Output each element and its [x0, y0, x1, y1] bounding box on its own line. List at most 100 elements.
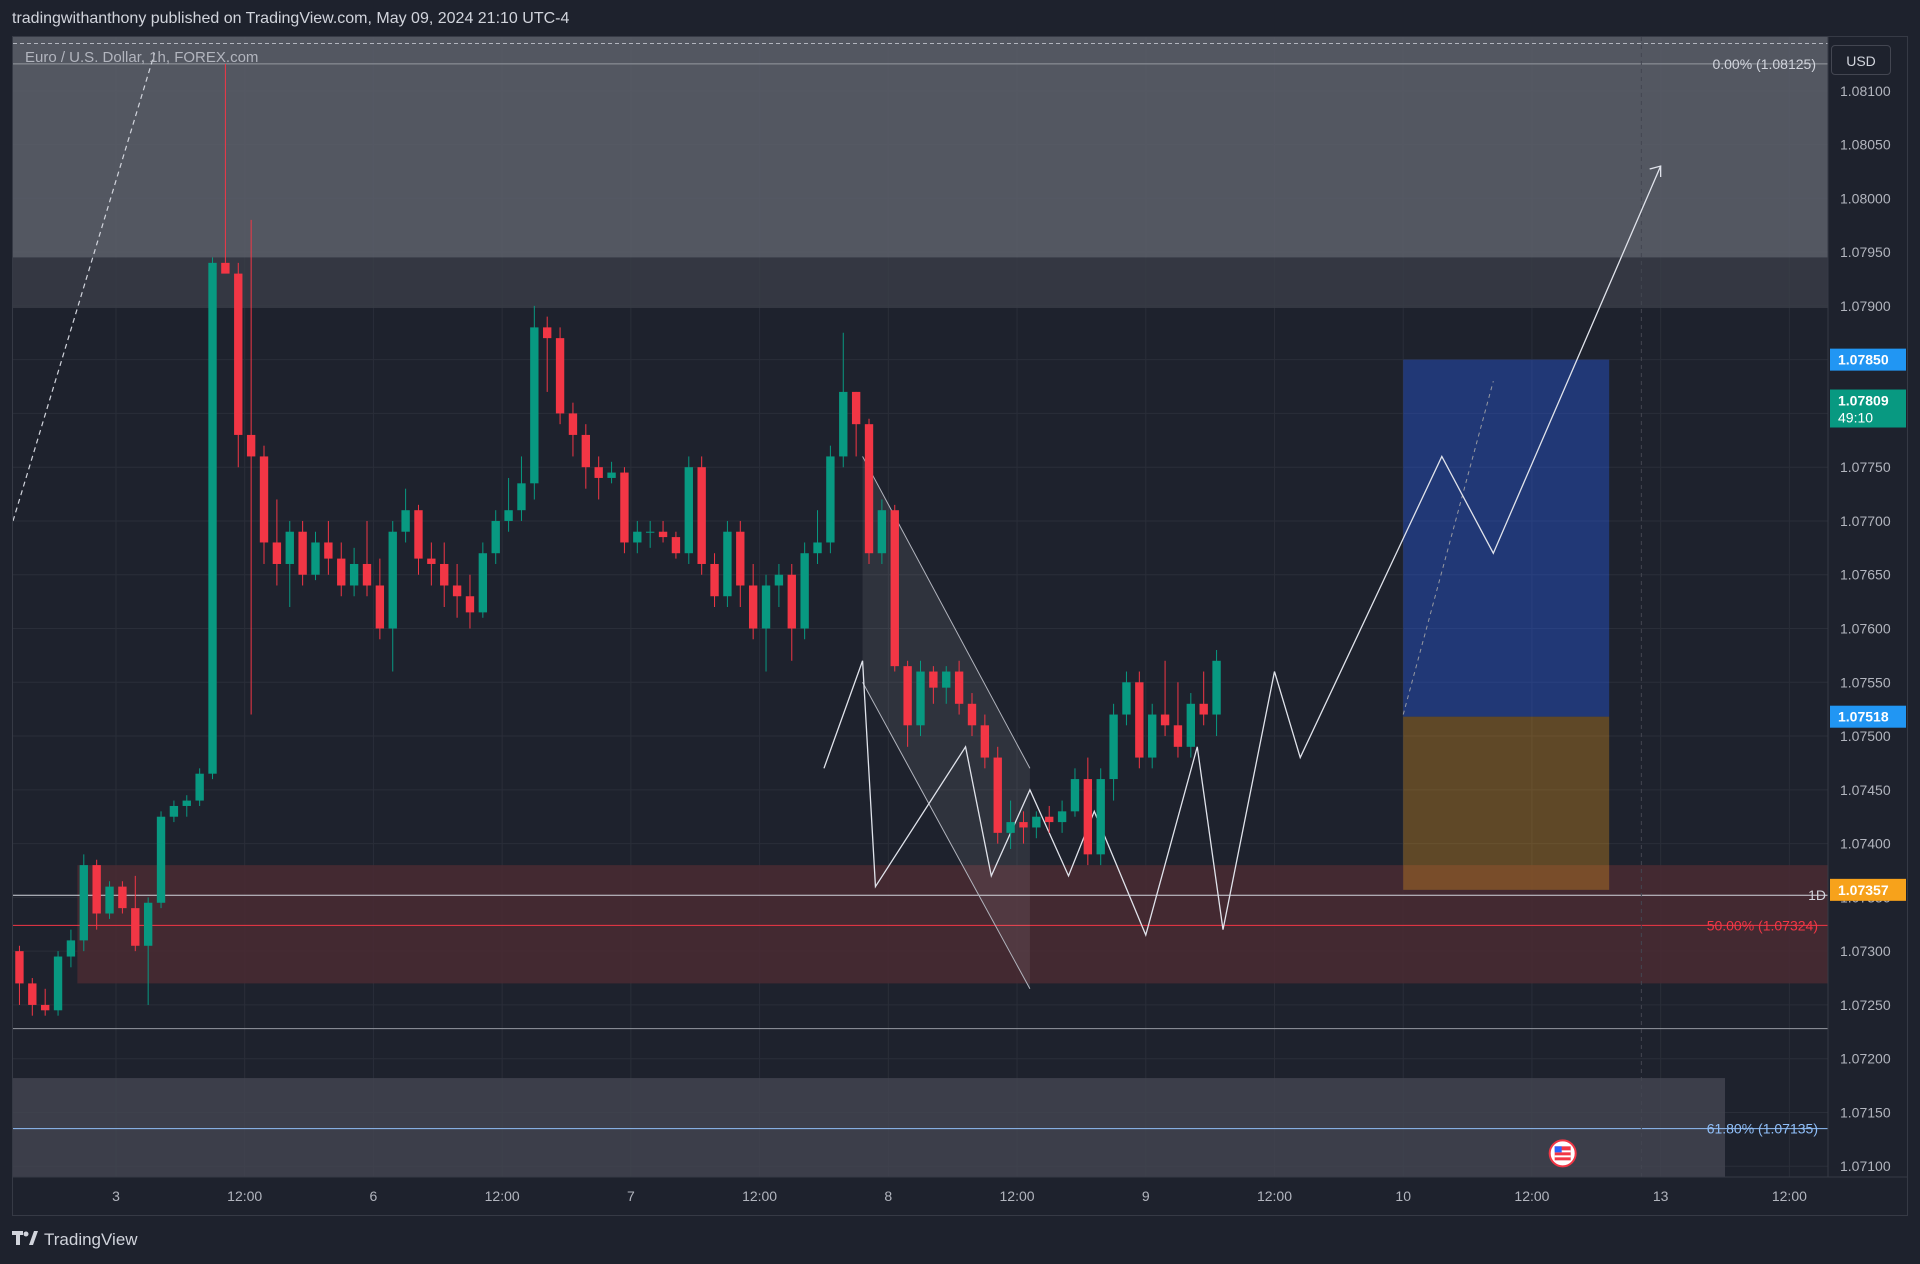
- channel-upper: [862, 456, 1031, 769]
- price-tick-label: 1.07700: [1840, 513, 1891, 529]
- candle-body: [633, 531, 642, 543]
- candle-body: [169, 805, 179, 817]
- tradingview-brand[interactable]: TradingView: [12, 1230, 138, 1250]
- candle-body: [491, 520, 500, 554]
- channel-fill: [862, 456, 1030, 989]
- candle-body: [452, 585, 462, 597]
- candle-body: [182, 800, 191, 806]
- candle-body: [1148, 714, 1157, 758]
- profit-zone: [1403, 359, 1610, 717]
- publisher-text: tradingwithanthony published on TradingV…: [12, 10, 570, 27]
- candle-body: [15, 951, 24, 984]
- us-flag-stripe: [1554, 1155, 1571, 1158]
- candle-body: [697, 467, 706, 564]
- candle-body: [1122, 682, 1131, 715]
- fib-0-label: 0.00% (1.08125): [1712, 56, 1816, 72]
- candle-body: [813, 542, 822, 554]
- time-tick-label: 9: [1142, 1188, 1150, 1204]
- candle-body: [555, 338, 565, 414]
- time-tick-label: 12:00: [1257, 1188, 1292, 1204]
- candle-body: [40, 1004, 50, 1011]
- candle-body: [66, 940, 76, 957]
- supply-zone: [13, 37, 1828, 258]
- time-tick-label: 7: [627, 1188, 635, 1204]
- fib-618-label: 61.80% (1.07135): [1707, 1121, 1818, 1137]
- current-price-tag-bg: [1830, 389, 1906, 428]
- projection-arrow-icon: [1649, 165, 1662, 178]
- candle-body: [427, 558, 436, 564]
- candle-body: [1096, 779, 1105, 855]
- candle-body: [748, 585, 758, 629]
- price-tick-label: 1.07150: [1840, 1104, 1891, 1120]
- candle-body: [1199, 703, 1208, 715]
- candle-body: [929, 671, 938, 688]
- candle-body: [954, 671, 964, 704]
- loss-zone: [1403, 716, 1610, 890]
- price-tick-label: 1.07900: [1840, 298, 1891, 314]
- price-tick-label: 1.07500: [1840, 728, 1891, 744]
- candle-body: [143, 902, 153, 946]
- candle-body: [414, 510, 423, 559]
- time-tick-label: 12:00: [1000, 1188, 1035, 1204]
- candle-body: [826, 456, 835, 543]
- candle-body: [839, 391, 848, 457]
- candle-body: [105, 886, 114, 914]
- stop-price-tag: 1.07357: [1838, 882, 1889, 898]
- price-tick-label: 1.07100: [1840, 1158, 1891, 1174]
- brand-name: TradingView: [44, 1230, 138, 1249]
- demand-zone: [77, 865, 1829, 984]
- candle-body: [530, 327, 539, 484]
- time-tick-label: 8: [884, 1188, 892, 1204]
- fib-50-label: 50.00% (1.07324): [1707, 917, 1818, 933]
- projection-path: [823, 165, 1662, 938]
- chart-panel[interactable]: 0.00% (1.08125) 50.00% (1.07324) 61.80% (1…: [12, 36, 1908, 1216]
- candle-body: [607, 472, 616, 478]
- price-tick-label: 1.08050: [1840, 137, 1891, 153]
- candle-body: [79, 865, 88, 941]
- candle-body: [1057, 811, 1067, 823]
- candle-body: [543, 327, 552, 339]
- symbol-title[interactable]: Euro / U.S. Dollar, 1h, FOREX.com: [25, 49, 259, 66]
- tradingview-logo-icon: [12, 1230, 38, 1250]
- candle-body: [1109, 714, 1118, 780]
- candle-body: [620, 472, 629, 543]
- candle-body: [195, 773, 204, 801]
- price-tick-label: 1.07650: [1840, 567, 1891, 583]
- candle-body: [324, 542, 333, 559]
- candle-body: [1135, 682, 1144, 758]
- candle-body: [645, 531, 655, 533]
- time-tick-label: 12:00: [742, 1188, 777, 1204]
- candle-body: [877, 510, 887, 554]
- candle-body: [851, 391, 861, 425]
- candle-body: [1032, 816, 1041, 828]
- candle-body: [465, 596, 475, 613]
- us-flag-stripe: [1554, 1150, 1571, 1153]
- candlestick-chart[interactable]: 0.00% (1.08125) 50.00% (1.07324) 61.80% (1…: [13, 37, 1907, 1215]
- currency-button[interactable]: USD: [1831, 45, 1891, 75]
- candle-body: [967, 703, 977, 726]
- candle-body: [761, 585, 771, 629]
- candle-body: [1019, 822, 1028, 828]
- entry-price-tag-bg: [1830, 705, 1906, 728]
- price-tick-label: 1.07550: [1840, 674, 1891, 690]
- candle-body: [337, 558, 346, 586]
- candle-body: [568, 413, 578, 435]
- candle-body: [285, 531, 294, 564]
- current-price-tag: 1.07809: [1838, 393, 1889, 409]
- candle-body: [259, 456, 269, 543]
- candle-body: [440, 563, 449, 586]
- us-flag-canton: [1554, 1146, 1562, 1153]
- price-tick-label: 1.08100: [1840, 83, 1891, 99]
- candle-body: [1045, 816, 1054, 823]
- candle-body: [272, 542, 282, 564]
- price-tick-label: 1.07750: [1840, 459, 1891, 475]
- candle-body: [671, 537, 681, 554]
- time-tick-label: 13: [1653, 1188, 1669, 1204]
- candle-body: [774, 574, 784, 586]
- candle-body: [298, 531, 307, 575]
- time-tick-label: 12:00: [1514, 1188, 1549, 1204]
- candle-body: [156, 816, 166, 903]
- candle-body: [311, 542, 320, 575]
- daily-tag: 1D: [1808, 887, 1826, 903]
- price-tick-label: 1.07200: [1840, 1051, 1891, 1067]
